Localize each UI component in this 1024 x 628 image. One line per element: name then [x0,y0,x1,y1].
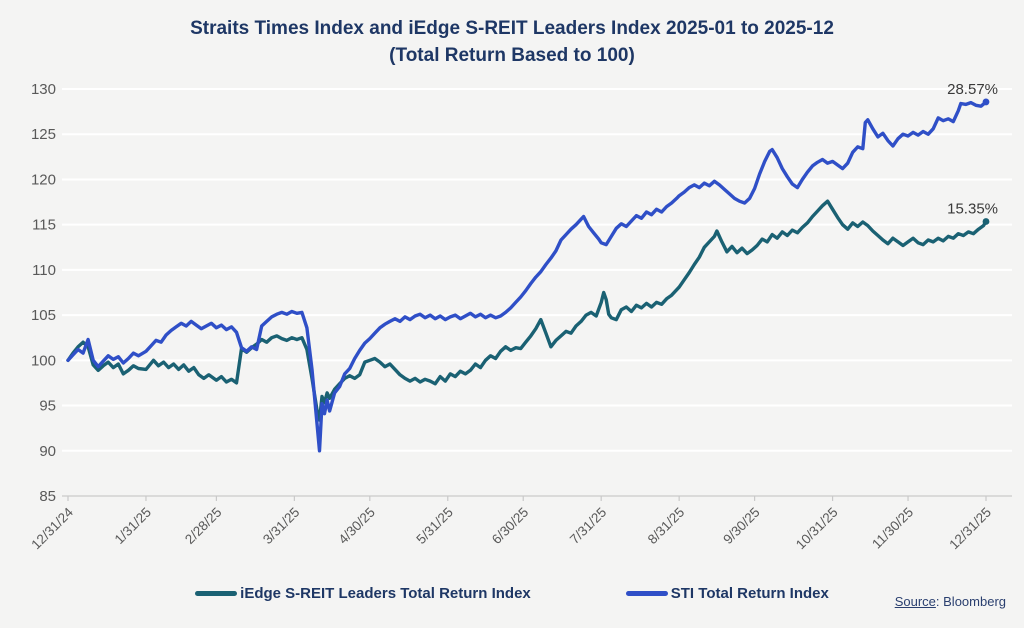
x-axis-label: 1/31/25 [112,505,154,547]
sreit-line-swatch [195,591,238,596]
x-axis-label: 2/28/25 [182,505,224,547]
chart-legend: iEdge S-REIT Leaders Total Return Index … [0,585,1024,602]
x-axis-label: 6/30/25 [489,505,531,547]
x-axis-label: 9/30/25 [720,505,762,547]
chart-title: Straits Times Index and iEdge S-REIT Lea… [190,18,834,39]
y-axis-label: 100 [31,352,56,369]
sreit-legend-label: iEdge S-REIT Leaders Total Return Index [240,585,531,602]
source-value: : Bloomberg [935,594,1006,609]
y-axis-label: 105 [31,307,56,324]
x-axis-label: 10/31/25 [793,505,841,553]
x-axis-label: 8/31/25 [645,505,687,547]
y-axis-label: 85 [39,488,56,505]
source-label: Source [894,594,936,609]
source-attribution: Source: Bloomberg [895,594,1006,609]
series-line-sreit [66,199,988,422]
x-axis-label: 7/31/25 [567,505,609,547]
series-end-dot [982,98,990,106]
y-axis-label: 125 [31,126,56,143]
sti-line-swatch [625,591,668,596]
y-axis-label: 110 [32,262,56,279]
x-axis-label: 4/30/25 [335,505,377,547]
y-axis-label: 95 [39,398,56,415]
y-axis-label: 120 [31,171,56,188]
chart-title-block: Straits Times Index and iEdge S-REIT Lea… [0,16,1024,69]
chart-subtitle: (Total Return Based to 100) [389,44,635,66]
y-axis-label: 130 [31,81,56,98]
legend-item-sti: STI Total Return Index [625,585,829,602]
x-axis-label: 3/31/25 [260,505,302,547]
x-axis-label: 12/31/25 [946,505,994,553]
series-line-sti [66,100,988,453]
x-axis-label: 11/30/25 [869,505,916,552]
series-end-dot [982,218,990,225]
sti-legend-label: STI Total Return Index [670,585,829,602]
y-axis-label: 90 [39,443,56,460]
series-end-label: 15.35% [947,201,998,218]
legend-item-sreit: iEdge S-REIT Leaders Total Return Index [195,585,531,602]
y-axis-label: 115 [32,217,56,234]
series-end-label: 28.57% [947,81,998,98]
x-axis-label: 5/31/25 [413,505,455,547]
x-axis-label: 12/31/24 [28,504,76,552]
